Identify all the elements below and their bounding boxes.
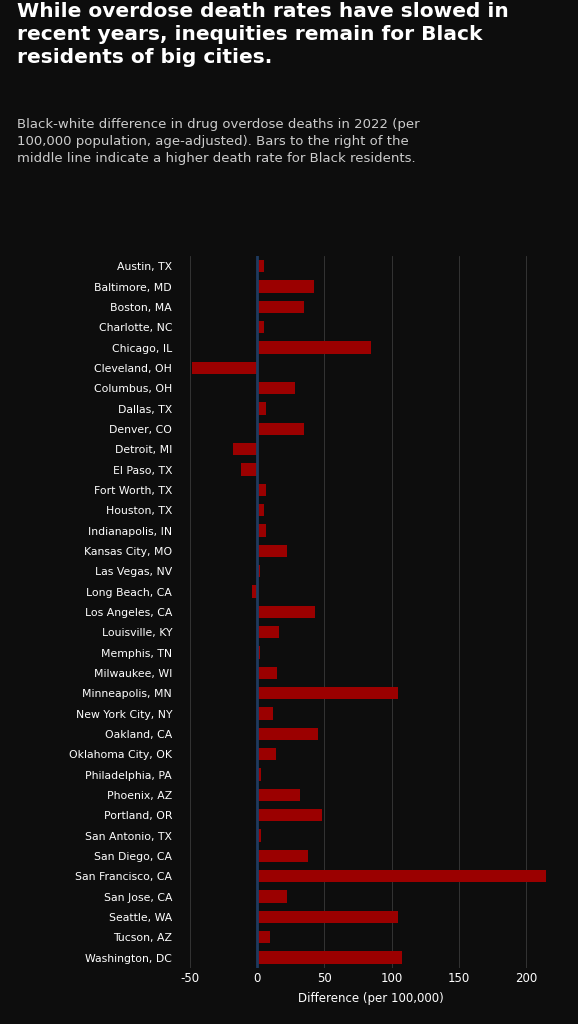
Bar bbox=[257, 300, 304, 313]
X-axis label: Difference (per 100,000): Difference (per 100,000) bbox=[298, 992, 444, 1005]
Bar bbox=[257, 646, 260, 658]
Bar bbox=[257, 524, 266, 537]
Bar bbox=[257, 708, 273, 720]
Bar bbox=[257, 809, 321, 821]
Bar bbox=[257, 260, 264, 272]
Bar bbox=[192, 361, 257, 374]
Bar bbox=[257, 748, 276, 761]
Bar bbox=[257, 483, 266, 497]
Bar bbox=[257, 829, 261, 842]
Bar bbox=[257, 727, 317, 740]
Bar bbox=[257, 788, 300, 801]
Bar bbox=[257, 850, 308, 862]
Bar bbox=[257, 545, 287, 557]
Bar bbox=[257, 565, 260, 578]
Bar bbox=[257, 605, 315, 618]
Bar bbox=[257, 768, 261, 781]
Bar bbox=[257, 951, 402, 964]
Bar bbox=[257, 423, 304, 435]
Bar bbox=[257, 869, 546, 883]
Text: While overdose death rates have slowed in
recent years, inequities remain for Bl: While overdose death rates have slowed i… bbox=[17, 2, 509, 67]
Bar bbox=[257, 667, 277, 679]
Bar bbox=[257, 687, 398, 699]
Bar bbox=[257, 341, 372, 354]
Bar bbox=[257, 382, 295, 394]
Bar bbox=[257, 931, 271, 943]
Bar bbox=[257, 281, 313, 293]
Bar bbox=[257, 626, 279, 639]
Bar bbox=[257, 890, 287, 903]
Text: Black-white difference in drug overdose deaths in 2022 (per
100,000 population, : Black-white difference in drug overdose … bbox=[17, 118, 420, 165]
Bar bbox=[251, 585, 257, 598]
Bar bbox=[233, 442, 257, 456]
Bar bbox=[257, 910, 398, 924]
Bar bbox=[241, 463, 257, 476]
Bar bbox=[257, 402, 266, 415]
Bar bbox=[257, 321, 264, 334]
Bar bbox=[257, 504, 264, 516]
